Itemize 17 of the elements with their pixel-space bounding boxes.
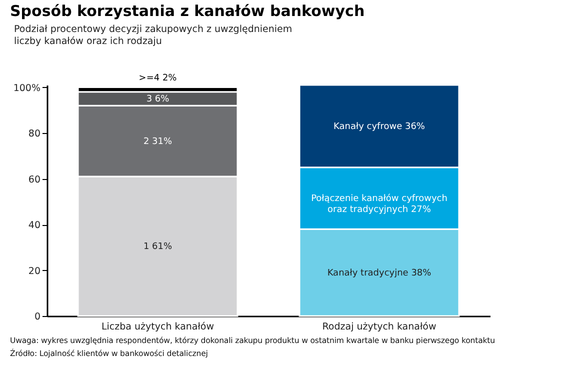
x-tick-label: Rodzaj użytych kanałów — [322, 322, 436, 332]
data-label: 1 61% — [143, 242, 172, 252]
data-label: >=4 2% — [138, 73, 178, 84]
chart-subtitle: Podział procentowy decyzji zakupowych z uwzględnieniem liczby kanałów oraz ich rodzaju — [14, 24, 292, 48]
y-tick-label: 80 — [28, 128, 40, 140]
y-tick-label: 60 — [28, 174, 40, 186]
y-tick-label: 0 — [34, 312, 40, 322]
data-label: 3 6% — [146, 94, 170, 105]
x-tick-label: Liczba użytych kanałów — [101, 322, 214, 332]
chart-title: Sposób korzystania z kanałów bankowych — [10, 2, 365, 20]
data-label: Kanały tradycyjne 38% — [327, 268, 432, 279]
data-label: Połączenie kanałów cyfrowych oraz tradycyjnych 27% — [311, 193, 448, 216]
y-tick-label: 40 — [28, 220, 40, 232]
data-label: 2 31% — [143, 137, 172, 148]
y-tick-label: 20 — [28, 266, 40, 277]
data-label: Kanały cyfrowe 36% — [334, 122, 426, 132]
y-tick-label: 100% — [13, 82, 40, 94]
